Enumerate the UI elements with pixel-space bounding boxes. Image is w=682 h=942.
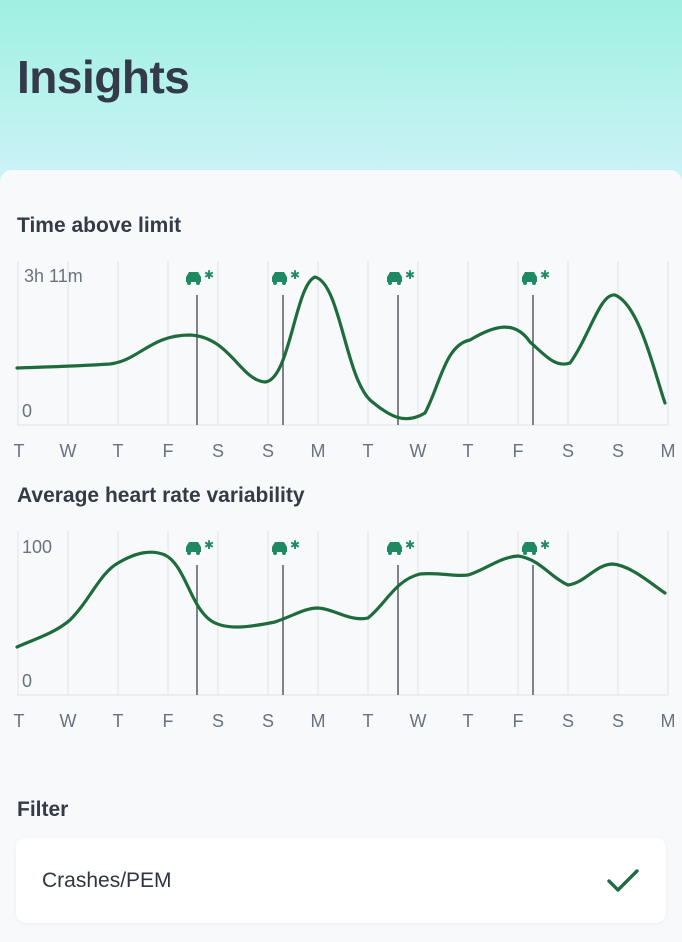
day-label: W [410,441,427,461]
day-label: W [410,711,427,731]
day-label: M [661,441,676,461]
checkmark-icon [607,868,639,892]
y-min-label: 0 [22,671,32,691]
chart-title-average-hrv: Average heart rate variability [17,484,305,507]
car-crash-icon: ✱ [522,268,550,285]
day-label: F [513,711,524,731]
svg-text:✱: ✱ [204,538,214,552]
car-crash-icon: ✱ [387,538,415,555]
day-label: S [212,711,224,731]
day-label: W [60,441,77,461]
header-background: Insights [0,0,682,200]
y-min-label: 0 [22,401,32,421]
car-crash-icon: ✱ [522,538,550,555]
day-label: M [661,711,676,731]
svg-text:✱: ✱ [540,538,550,552]
filter-option-crashes-pem[interactable]: Crashes/PEM [16,838,666,923]
svg-text:✱: ✱ [540,268,550,282]
svg-text:✱: ✱ [405,268,415,282]
time-above-limit-chart: ✱ ✱ ✱ ✱ 3h 11m 0 T W T F S S M T W T F S S M [14,261,676,461]
day-label: S [212,441,224,461]
svg-text:✱: ✱ [290,268,300,282]
average-hrv-line [15,550,667,649]
day-label: T [14,711,25,731]
y-max-label: 100 [22,537,52,557]
day-label: T [363,711,374,731]
day-label: M [311,711,326,731]
filter-option-label: Crashes/PEM [42,868,172,892]
day-label: S [262,441,274,461]
event-markers: ✱ ✱ ✱ ✱ [186,268,550,425]
day-label: S [262,711,274,731]
day-label: T [113,711,124,731]
chart-title-time-above-limit: Time above limit [17,214,182,237]
chart-grid [17,531,669,696]
car-crash-icon: ✱ [272,538,300,555]
y-max-label: 3h 11m [24,266,83,286]
average-hrv-chart: ✱ ✱ ✱ ✱ 100 0 T W T F S S M T W T F S S M [14,531,676,731]
day-label: T [463,441,474,461]
day-label: T [113,441,124,461]
day-label: T [463,711,474,731]
day-label: S [612,711,624,731]
svg-text:✱: ✱ [405,538,415,552]
svg-text:✱: ✱ [290,538,300,552]
svg-text:✱: ✱ [204,268,214,282]
day-label: F [513,441,524,461]
day-label: F [163,441,174,461]
car-crash-icon: ✱ [186,538,214,555]
filter-title: Filter [17,798,69,821]
day-label: F [163,711,174,731]
chart-grid [17,261,669,426]
car-crash-icon: ✱ [272,268,300,285]
day-label: S [562,711,574,731]
day-label: T [14,441,25,461]
time-above-limit-line [15,275,667,421]
day-label: S [612,441,624,461]
car-crash-icon: ✱ [387,268,415,285]
day-label: M [311,441,326,461]
day-label: W [60,711,77,731]
day-label: S [562,441,574,461]
day-label: T [363,441,374,461]
car-crash-icon: ✱ [186,268,214,285]
page-title: Insights [17,51,190,103]
